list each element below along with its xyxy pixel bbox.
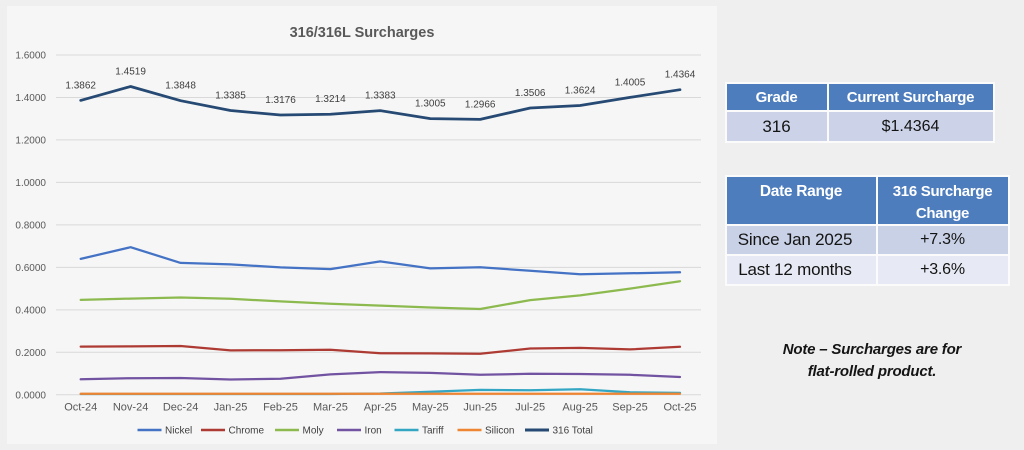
svg-text:Sep-25: Sep-25	[612, 402, 647, 414]
svg-text:Nov-24: Nov-24	[113, 402, 148, 414]
svg-text:1.4005: 1.4005	[615, 77, 646, 88]
svg-text:0.2000: 0.2000	[15, 348, 46, 359]
svg-text:1.6000: 1.6000	[15, 51, 46, 62]
svg-text:1.3385: 1.3385	[215, 91, 246, 102]
svg-text:Oct-24: Oct-24	[64, 402, 97, 414]
svg-text:316 Total: 316 Total	[553, 426, 593, 437]
svg-text:Jan-25: Jan-25	[214, 402, 248, 414]
svg-text:1.3848: 1.3848	[165, 81, 196, 92]
svg-text:1.4000: 1.4000	[15, 93, 46, 104]
svg-text:Chrome: Chrome	[229, 426, 265, 437]
svg-text:1.3176: 1.3176	[265, 95, 296, 106]
svg-text:Moly: Moly	[303, 426, 324, 437]
svg-text:0.4000: 0.4000	[15, 305, 46, 316]
svg-text:Silicon: Silicon	[485, 426, 514, 437]
svg-text:Dec-24: Dec-24	[163, 402, 198, 414]
svg-text:Mar-25: Mar-25	[313, 402, 348, 414]
svg-text:1.4519: 1.4519	[115, 67, 146, 78]
svg-text:1.2000: 1.2000	[15, 135, 46, 146]
svg-text:Feb-25: Feb-25	[263, 402, 298, 414]
svg-text:Aug-25: Aug-25	[562, 402, 597, 414]
svg-text:1.3383: 1.3383	[365, 91, 396, 102]
svg-text:1.4364: 1.4364	[665, 70, 696, 81]
svg-text:May-25: May-25	[412, 402, 449, 414]
svg-text:0.0000: 0.0000	[15, 390, 46, 401]
svg-text:1.3506: 1.3506	[515, 88, 546, 99]
svg-text:1.3214: 1.3214	[315, 94, 346, 105]
svg-text:1.3624: 1.3624	[565, 86, 596, 97]
svg-text:1.2966: 1.2966	[465, 99, 496, 110]
svg-text:Nickel: Nickel	[165, 426, 192, 437]
svg-text:Jul-25: Jul-25	[515, 402, 545, 414]
svg-text:Jun-25: Jun-25	[463, 402, 497, 414]
svg-text:0.8000: 0.8000	[15, 220, 46, 231]
svg-text:Apr-25: Apr-25	[364, 402, 397, 414]
svg-text:1.3862: 1.3862	[65, 80, 96, 91]
svg-text:1.0000: 1.0000	[15, 178, 46, 189]
svg-text:Tariff: Tariff	[422, 426, 444, 437]
svg-text:1.3005: 1.3005	[415, 99, 446, 110]
svg-text:0.6000: 0.6000	[15, 263, 46, 274]
svg-text:Iron: Iron	[365, 426, 382, 437]
svg-text:Oct-25: Oct-25	[663, 402, 696, 414]
